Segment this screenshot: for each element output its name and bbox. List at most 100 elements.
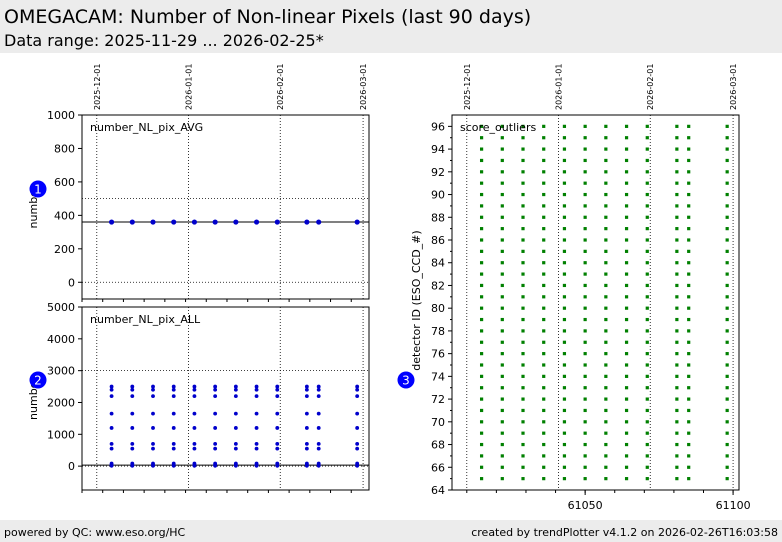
panel3-outlier-point: [500, 408, 504, 413]
panel3-outlier-point: [645, 227, 649, 231]
panel3-outlier-point: [521, 477, 525, 481]
panel3-outlier-point: [542, 192, 546, 197]
panel3-outlier-point: [624, 363, 629, 367]
panel2-data-point: [304, 387, 309, 392]
panel3-outlier-point: [479, 420, 484, 424]
panel3-outlier-point: [645, 181, 649, 185]
panel3-outlier-point: [500, 192, 504, 197]
panel3-y-tick-label: 88: [431, 211, 445, 224]
panel2-data-point: [151, 446, 155, 451]
panel3-outlier-point: [687, 170, 691, 174]
panel3-outlier-point: [725, 442, 729, 447]
panel2-data-point: [254, 411, 259, 416]
panel3-outlier-point: [624, 227, 629, 231]
panel3-outlier-point: [645, 192, 649, 197]
panel2-data-point: [151, 461, 155, 466]
panel3-outlier-point: [624, 261, 629, 265]
header-bar: OMEGACAM: Number of Non-linear Pixels (l…: [0, 0, 782, 53]
panel2-data-point: [171, 446, 176, 451]
panel3-outlier-point: [479, 408, 484, 413]
panel3-outlier-point: [542, 227, 546, 231]
panel2-data-point: [151, 387, 155, 392]
panel3-outlier-point: [604, 147, 608, 151]
panel2-data-point: [254, 384, 259, 389]
panel2-data-point: [171, 441, 176, 446]
panel2-data-point: [213, 387, 218, 392]
panel3-outlier-point: [542, 215, 546, 219]
panel3-outlier-point: [521, 249, 525, 253]
panel3-outlier-point: [562, 136, 567, 140]
panel3-outlier-point: [583, 272, 587, 276]
panel3-outlier-point: [562, 420, 567, 424]
panel3-outlier-point: [645, 124, 649, 128]
panel3-outlier-point: [521, 465, 525, 469]
panel2-data-point: [151, 384, 155, 389]
footer-bar: powered by QC: www.eso.org/HC created by…: [0, 520, 782, 542]
panel3-outlier-point: [542, 295, 546, 299]
panel3-outlier-point: [562, 181, 567, 185]
panel3-outlier-point: [479, 215, 484, 219]
panel2-data-point: [275, 461, 280, 466]
panel2-data-point: [275, 441, 280, 446]
panel2-data-point: [171, 387, 176, 392]
panel2-badge-number: 2: [34, 374, 42, 388]
date-tick-label: 2026-01-01: [185, 64, 194, 111]
panel1-data-point: [274, 219, 280, 225]
panel3-outlier-point: [687, 192, 691, 197]
panel3-outlier-point: [624, 204, 629, 208]
panel2-data-point: [192, 461, 197, 466]
panel3-outlier-point: [604, 181, 608, 185]
panel3-outlier-point: [479, 431, 484, 435]
panel3-outlier-point: [675, 124, 679, 128]
panel3-outlier-point: [645, 158, 649, 163]
panel3-outlier-point: [479, 442, 484, 447]
panel3-outlier-point: [624, 386, 629, 390]
panel3-outlier-point: [583, 317, 587, 322]
panel2-data-point: [275, 446, 280, 451]
panel3-outlier-point: [645, 477, 649, 481]
panel3-outlier-point: [500, 283, 504, 288]
panel2-data-point: [171, 411, 176, 416]
panel3-outlier-point: [645, 283, 649, 288]
panel3-outlier-point: [521, 408, 525, 413]
footer-powered-by[interactable]: powered by QC: www.eso.org/HC: [4, 526, 186, 539]
panel3-outlier-point: [604, 329, 608, 333]
panel2-data-point: [304, 461, 309, 466]
panel3-outlier-point: [675, 408, 679, 413]
panel3-outlier-point: [542, 181, 546, 185]
panel3-outlier-point: [645, 386, 649, 390]
panel1-y-tick-label: 800: [54, 142, 75, 155]
panel3-outlier-point: [687, 158, 691, 163]
panel2-data-point: [109, 384, 114, 389]
panel3-outlier-point: [725, 295, 729, 299]
panel3-outlier-point: [604, 352, 608, 356]
panel3-outlier-point: [583, 158, 587, 163]
panel3-outlier-point: [675, 295, 679, 299]
panel3-outlier-point: [521, 170, 525, 174]
panel2-data-point: [355, 426, 360, 430]
panel3-outlier-point: [562, 249, 567, 253]
panel3-y-tick-label: 84: [431, 257, 445, 270]
panel3-outlier-point: [675, 147, 679, 151]
panel3-outlier-point: [645, 442, 649, 447]
panel3-outlier-point: [645, 374, 649, 378]
panel3-y-tick-label: 76: [431, 348, 445, 361]
panel3-outlier-point: [479, 374, 484, 378]
panel3-outlier-point: [562, 147, 567, 151]
panel3-outlier-point: [645, 249, 649, 253]
panel3-outlier-point: [687, 238, 691, 242]
panel3-outlier-point: [562, 295, 567, 299]
panel1-y-tick-label: 0: [68, 276, 75, 289]
panel2-data-point: [304, 411, 309, 416]
panel3-outlier-point: [725, 465, 729, 469]
panel3-outlier-point: [479, 249, 484, 253]
panel3-outlier-point: [725, 261, 729, 265]
panel2-data-point: [109, 426, 114, 430]
panel3-outlier-point: [562, 158, 567, 163]
panel3-outlier-point: [675, 272, 679, 276]
panel2-data-point: [355, 411, 360, 416]
date-tick-label: 2025-12-01: [463, 64, 472, 111]
panel2-data-point: [233, 387, 238, 392]
panel3-outlier-point: [583, 147, 587, 151]
